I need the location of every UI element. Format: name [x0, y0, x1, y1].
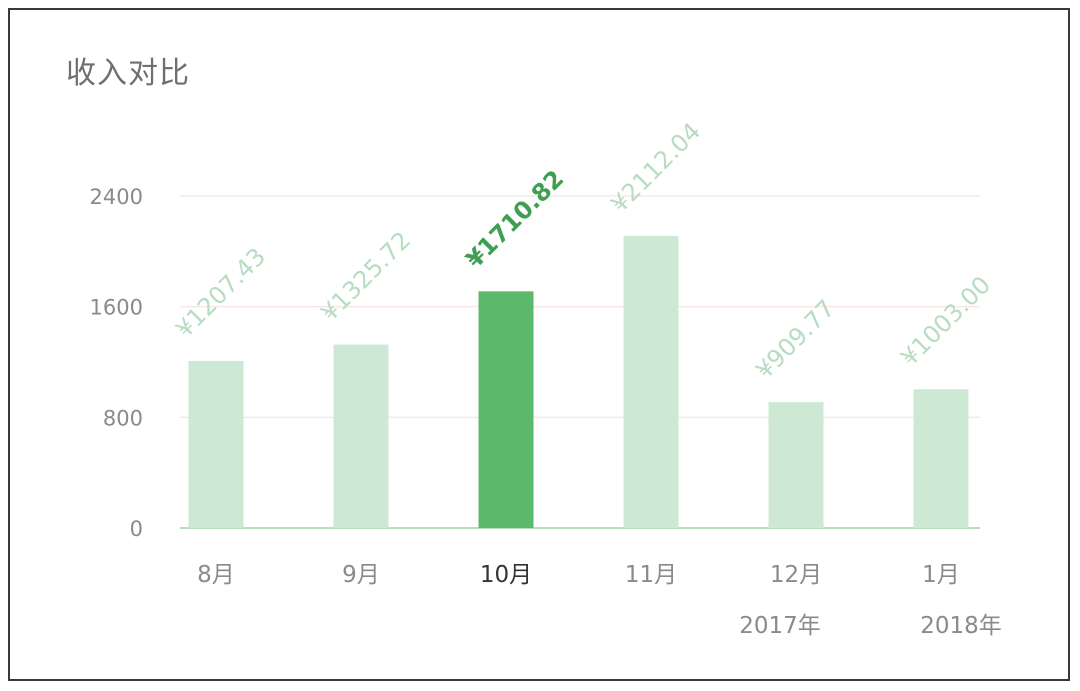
bar-value-label: ¥1325.72 — [315, 226, 416, 327]
x-category-label: 8月 — [197, 562, 235, 588]
bar — [623, 235, 679, 528]
x-year-label: 2017年 — [739, 613, 821, 639]
x-category-label: 12月 — [770, 562, 822, 588]
bar — [913, 389, 969, 528]
y-tick-label: 1600 — [90, 296, 143, 320]
x-year-label: 2018年 — [920, 613, 1002, 639]
bar-value-label: ¥2112.04 — [605, 117, 706, 218]
x-category-label: 10月 — [480, 562, 532, 588]
chart-title: 收入对比 — [66, 56, 190, 91]
bar — [478, 291, 534, 528]
chart-card: 收入对比 — [8, 8, 1070, 681]
bar-value-label: ¥909.77 — [750, 294, 840, 384]
bar-value-label: ¥1207.43 — [170, 242, 271, 343]
bar-value-label: ¥1003.00 — [895, 271, 996, 372]
x-category-label: 9月 — [342, 562, 380, 588]
x-category-label: 11月 — [625, 562, 677, 588]
bar-value-label: ¥1710.82 — [460, 165, 569, 274]
bar — [188, 360, 244, 528]
x-category-label: 1月 — [922, 562, 960, 588]
bar — [768, 402, 824, 528]
y-tick-label: 2400 — [90, 185, 143, 209]
bar — [333, 344, 389, 528]
y-tick-label: 800 — [103, 406, 143, 430]
y-tick-label: 0 — [130, 517, 143, 541]
